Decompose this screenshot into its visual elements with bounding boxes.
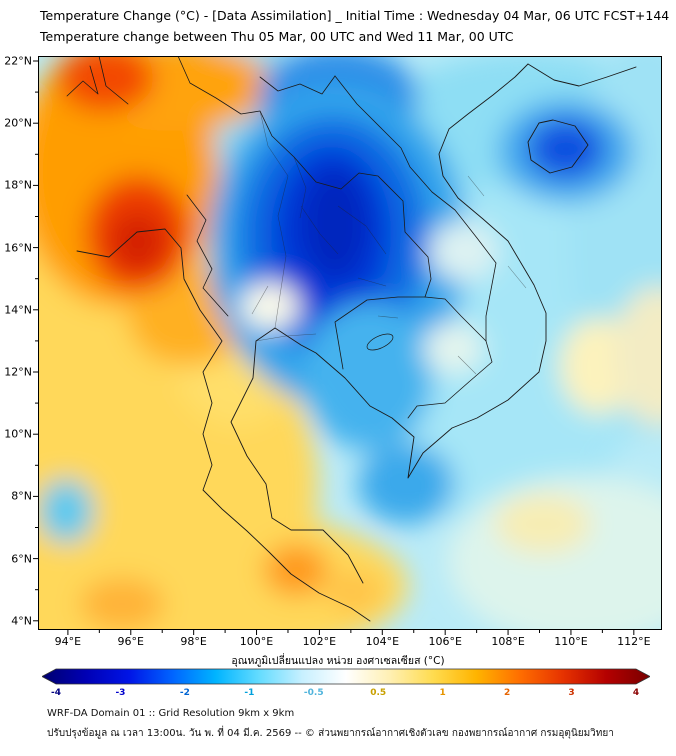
china-coast-path [527,63,637,87]
colorbar-tick-label: 3 [568,688,575,698]
colorbar-tick-label: 2 [503,688,511,698]
colorbar-tick-label: 4 [632,688,640,698]
map-plot-area: 94°E 96°E 98°E 100°E 102°E 104°E 106°E 108°E 110… [4,55,662,648]
lon-tick-label: 96°E [117,635,144,648]
hainan-island-path [527,119,589,174]
lat-tick-label: 16°N [4,241,32,255]
lat-tick-label: 18°N [4,178,32,192]
lon-tick-label: 110°E [554,635,588,648]
lon-tick-label: 100°E [239,635,274,648]
lat-tick-label: 10°N [4,427,32,441]
page-subtitle: Temperature change between Thu 05 Mar, 0… [40,29,514,44]
lat-tick-label: 22°N [4,54,32,68]
geography-layer [66,56,637,622]
thai-myanmar-border-path [186,194,229,317]
footer-update-info: ปรับปรุงข้อมูล ณ เวลา 13:00น. วัน พ. ที่… [47,728,614,739]
lon-tick-label: 108°E [491,635,525,648]
coastline-path [76,228,371,622]
northwest-borders-path [66,56,129,105]
colorbar-tick-label: 0.5 [370,688,387,698]
lat-tick-label: 20°N [4,116,32,130]
colorbar-title: อุณหภูมิเปลี่ยนแปลง หน่วย องศาเซลเซียส (… [231,655,445,667]
colorbar-tick-label: -1 [244,688,255,698]
footer-domain-info: WRF-DA Domain 01 :: Grid Resolution 9km … [47,708,295,719]
plot-frame [38,56,662,630]
lat-tick-label: 4°N [11,614,32,628]
lon-tick-label: 112°E [617,635,651,648]
colorbar-tick-label: 1 [439,688,446,698]
colorbar-tick-label: -2 [179,688,190,698]
cambodia-vietnam-border-path [407,296,493,419]
colorbar-tick-label: -4 [51,688,61,698]
lat-tick-label: 12°N [4,365,32,379]
temperature-map-svg [33,56,662,635]
mekong-border-path [177,56,432,298]
lon-tick-label: 106°E [428,635,462,648]
colorbar-tick-row: -4 -3 -2 -1 -0.5 0.5 1 2 3 4 [42,688,650,702]
colorbar-bar [42,668,650,685]
lat-tick-label: 14°N [4,303,32,317]
gulf-and-vietnam-coast-path [230,63,547,584]
lon-tick-label: 102°E [302,635,337,648]
lon-tick-label: 98°E [180,635,207,648]
colorbar [42,668,650,685]
lat-tick-label: 6°N [11,552,32,566]
colorbar-tick-label: -3 [115,688,126,698]
lon-tick-label: 104°E [365,635,400,648]
thai-cambodia-border-path [334,296,426,370]
tonle-sap-lake [366,333,394,351]
temperature-field-layer [38,56,662,630]
laos-vietnam-border-path [334,75,497,342]
page-title: Temperature Change (°C) - [Data Assimila… [40,8,670,23]
lon-tick-label: 94°E [54,635,82,648]
colorbar-tick-label: -0.5 [303,688,324,698]
laos-china-border-path [259,75,336,95]
province-lines [251,110,527,375]
lat-tick-label: 8°N [11,489,32,503]
